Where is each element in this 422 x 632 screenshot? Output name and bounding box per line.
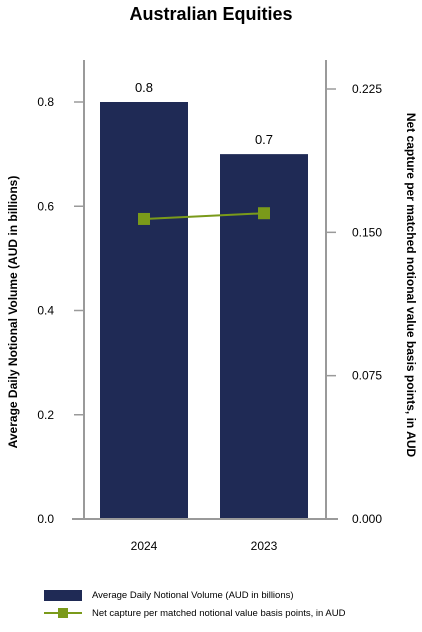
y-axis-label: Average Daily Notional Volume (AUD in bi… (6, 176, 20, 449)
bar-group: 0.8 0.7 (100, 80, 308, 519)
y-tick-label: 0.2 (37, 408, 54, 422)
legend-line-swatch (44, 607, 82, 619)
net-capture-point-2023 (258, 207, 270, 220)
x-tick-label-2023: 2023 (251, 539, 278, 553)
legend-bar-label: Average Daily Notional Volume (AUD in bi… (92, 589, 294, 601)
y-tick-label: 0.6 (37, 199, 54, 213)
x-tick-label-2024: 2024 (131, 539, 158, 553)
y2-tick-label: 0.000 (352, 512, 382, 526)
net-capture-point-2024 (138, 212, 150, 225)
bar-2024 (100, 102, 188, 519)
legend-bar-swatch (44, 589, 82, 601)
legend: Average Daily Notional Volume (AUD in bi… (44, 586, 345, 622)
y2-axis-label: Net capture per matched notional value b… (404, 113, 418, 458)
axes-group: 0.0 0.2 0.4 0.6 0.8 0.000 0.075 0.150 0.225 2024 2… (37, 60, 382, 553)
y-tick-label: 0.8 (37, 95, 54, 109)
line-series-group (138, 207, 270, 225)
y2-tick-label: 0.075 (352, 369, 382, 383)
bar-data-label-2024: 0.8 (135, 80, 153, 95)
legend-item-bar: Average Daily Notional Volume (AUD in bi… (44, 586, 345, 604)
legend-line-label: Net capture per matched notional value b… (92, 607, 346, 619)
y-tick-label: 0.4 (37, 304, 54, 318)
y-tick-label: 0.0 (37, 512, 54, 526)
net-capture-line (143, 212, 265, 220)
legend-item-line: Net capture per matched notional value b… (44, 604, 345, 622)
y2-tick-label: 0.150 (352, 225, 382, 239)
y2-tick-label: 0.225 (352, 82, 382, 96)
chart-title: Australian Equities (129, 4, 292, 24)
bar-data-label-2023: 0.7 (255, 132, 273, 147)
